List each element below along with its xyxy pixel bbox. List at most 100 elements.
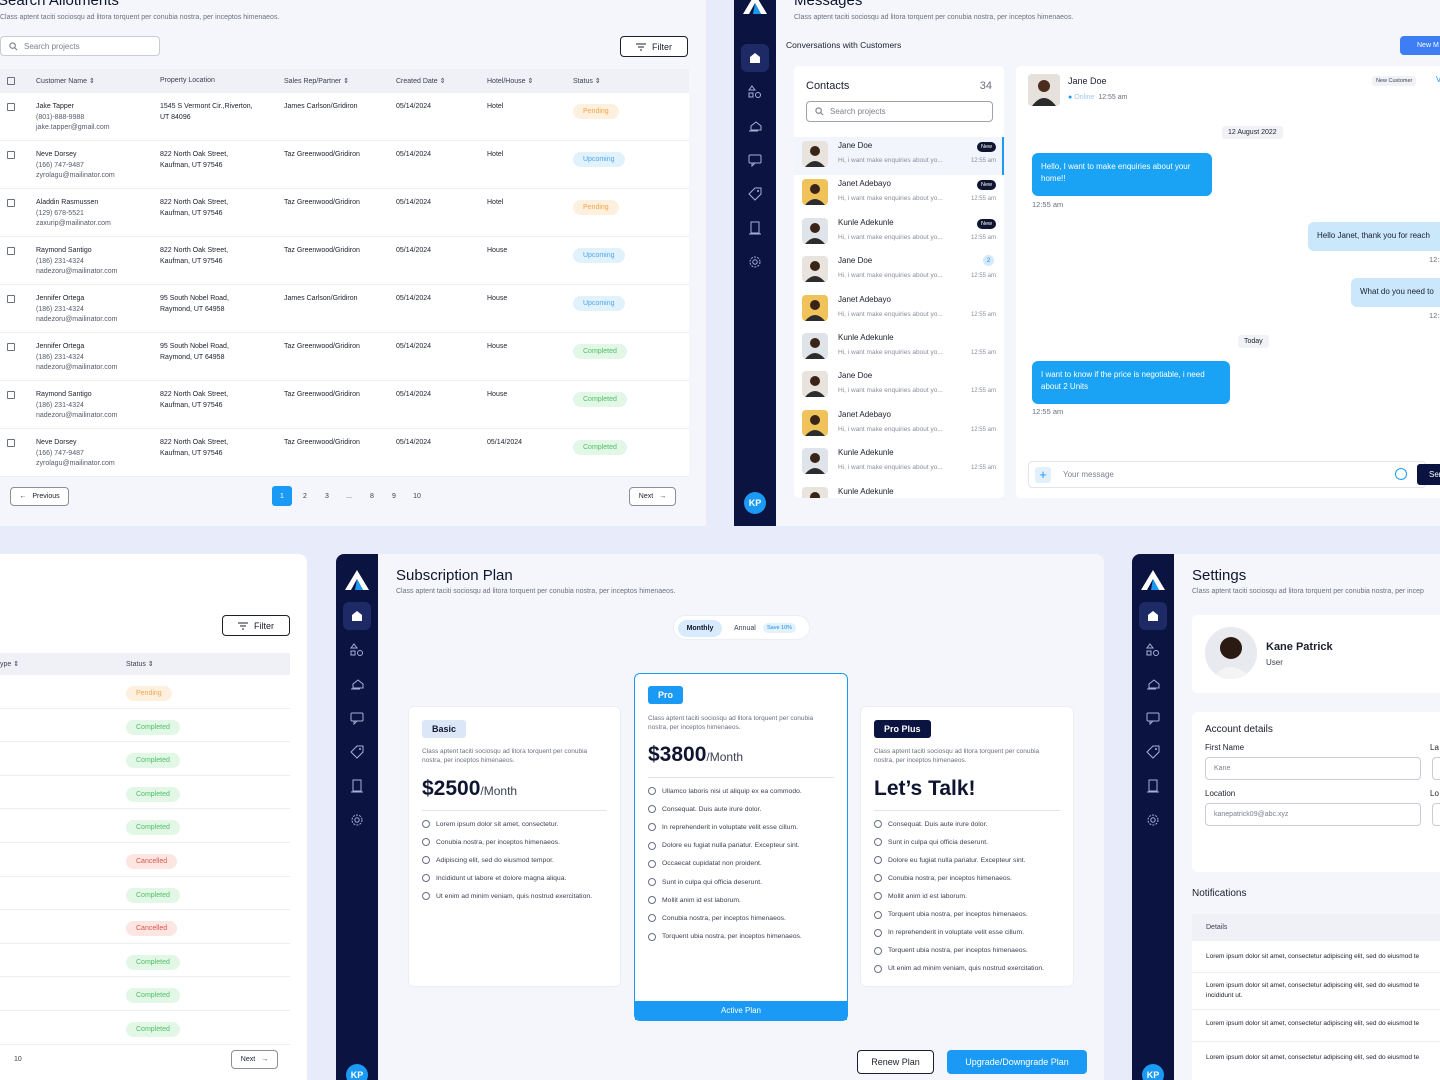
location-field[interactable]: kanepatrick09@abc.xyz xyxy=(1205,803,1421,826)
table-row[interactable]: Cancelled xyxy=(0,910,290,944)
nav-tags[interactable] xyxy=(741,180,769,208)
table-row[interactable]: Raymond Santigo (186) 231-4324 nadezoru@ma… xyxy=(0,237,689,285)
row-checkbox[interactable] xyxy=(7,439,15,447)
page-button[interactable]: ... xyxy=(346,492,352,500)
contact-item[interactable]: Janet Adebayo Hi, i want make enquiries a… xyxy=(802,291,1002,329)
page-button[interactable]: 1 xyxy=(272,486,292,506)
row-checkbox[interactable] xyxy=(7,391,15,399)
search-input[interactable]: Search projects xyxy=(0,36,160,56)
page-button[interactable]: 10 xyxy=(413,492,421,500)
nav-properties[interactable] xyxy=(343,670,371,698)
contact-item[interactable]: Jane Doe Hi, i want make enquiries about … xyxy=(802,137,1002,175)
column-header[interactable]: ype ⇕ xyxy=(0,661,20,668)
row-checkbox[interactable] xyxy=(7,103,15,111)
nav-documents[interactable] xyxy=(741,214,769,242)
upgrade-plan-button[interactable]: Upgrade/Downgrade Plan xyxy=(947,1050,1087,1074)
column-header[interactable]: Created Date ⇕ xyxy=(396,78,446,85)
monthly-option[interactable]: Monthly xyxy=(678,620,722,637)
first-name-field[interactable]: Kane xyxy=(1205,757,1421,780)
nav-messages[interactable] xyxy=(741,146,769,174)
nav-properties[interactable] xyxy=(1139,670,1167,698)
page-button[interactable]: 2 xyxy=(303,492,307,500)
next-button[interactable]: Next → xyxy=(231,1050,278,1069)
contact-item[interactable]: Kunle Adekunle xyxy=(802,483,1002,498)
table-row[interactable]: Jennifer Ortega (186) 231-4324 nadezoru@ma… xyxy=(0,285,689,333)
table-row[interactable]: Completed xyxy=(0,944,290,978)
user-avatar[interactable]: KP xyxy=(744,492,766,514)
page-button[interactable]: 8 xyxy=(370,492,374,500)
table-row[interactable]: Neve Dorsey (166) 747-9487 zyrolagu@mailin… xyxy=(0,429,689,477)
row-checkbox[interactable] xyxy=(7,295,15,303)
select-all-checkbox[interactable] xyxy=(7,77,15,85)
filter-button[interactable]: Filter xyxy=(222,615,290,636)
nav-documents[interactable] xyxy=(343,772,371,800)
contact-search-input[interactable]: Search projects xyxy=(806,101,993,122)
nav-tags[interactable] xyxy=(343,738,371,766)
contact-item[interactable]: Jane Doe Hi, i want make enquiries about … xyxy=(802,252,1002,290)
contact-item[interactable]: Jane Doe Hi, i want make enquiries about … xyxy=(802,367,1002,405)
table-row[interactable]: Completed xyxy=(0,809,290,843)
nav-shapes[interactable] xyxy=(343,636,371,664)
user-avatar[interactable]: KP xyxy=(1142,1064,1164,1080)
row-checkbox[interactable] xyxy=(7,247,15,255)
location2-field[interactable] xyxy=(1432,803,1440,826)
column-header[interactable]: Status ⇕ xyxy=(126,661,154,668)
new-message-button[interactable]: New M xyxy=(1400,36,1440,55)
table-row[interactable]: Neve Dorsey (166) 747-9487 zyrolagu@mailin… xyxy=(0,141,689,189)
contact-item[interactable]: Kunle Adekunle Hi, i want make enquiries … xyxy=(802,444,1002,482)
nav-documents[interactable] xyxy=(1139,772,1167,800)
column-header[interactable]: Status ⇕ xyxy=(573,78,601,85)
contact-item[interactable]: Janet Adebayo Hi, i want make enquiries a… xyxy=(802,175,1002,213)
renew-plan-button[interactable]: Renew Plan xyxy=(857,1050,934,1074)
nav-settings[interactable] xyxy=(741,248,769,276)
nav-settings[interactable] xyxy=(1139,806,1167,834)
table-row[interactable]: Completed xyxy=(0,742,290,776)
table-row[interactable]: Aladdin Rasmussen (129) 678-5521 zaxurip@m… xyxy=(0,189,689,237)
nav-messages[interactable] xyxy=(1139,704,1167,732)
previous-button[interactable]: ← Previous xyxy=(10,487,69,506)
table-row[interactable]: Completed xyxy=(0,877,290,911)
table-row[interactable]: Raymond Santigo (186) 231-4324 nadezoru@ma… xyxy=(0,381,689,429)
column-header[interactable]: Customer Name ⇕ xyxy=(36,78,95,85)
emoji-icon[interactable] xyxy=(1395,468,1407,480)
column-header[interactable]: Property Location xyxy=(160,77,215,84)
table-row[interactable]: Completed xyxy=(0,1011,290,1045)
nav-home[interactable] xyxy=(343,602,371,630)
page-number[interactable]: 10 xyxy=(14,1056,22,1063)
view-link[interactable]: Vi xyxy=(1436,75,1440,84)
page-button[interactable]: 9 xyxy=(392,492,396,500)
table-row[interactable]: Jennifer Ortega (186) 231-4324 nadezoru@ma… xyxy=(0,333,689,381)
table-row[interactable]: Jake Tapper (801)-888-9988 jake.tapper@gma… xyxy=(0,93,689,141)
nav-settings[interactable] xyxy=(343,806,371,834)
table-row[interactable]: Completed xyxy=(0,709,290,743)
column-header[interactable]: Sales Rep/Partner ⇕ xyxy=(284,78,350,85)
row-checkbox[interactable] xyxy=(7,343,15,351)
last-name-field[interactable] xyxy=(1432,757,1440,780)
table-row[interactable]: Cancelled xyxy=(0,843,290,877)
table-row[interactable]: Pending xyxy=(0,675,290,709)
contact-preview: Hi, i want make enquiries about yo... xyxy=(838,157,943,164)
nav-shapes[interactable] xyxy=(1139,636,1167,664)
contact-item[interactable]: Kunle Adekunle Hi, i want make enquiries … xyxy=(802,329,1002,367)
nav-tags[interactable] xyxy=(1139,738,1167,766)
page-button[interactable]: 3 xyxy=(325,492,329,500)
message-input[interactable]: Your message xyxy=(1063,470,1114,479)
filter-button[interactable]: Filter xyxy=(620,36,688,57)
row-checkbox[interactable] xyxy=(7,199,15,207)
table-row[interactable]: Completed xyxy=(0,776,290,810)
nav-properties[interactable] xyxy=(741,112,769,140)
add-attachment-button[interactable]: + xyxy=(1035,467,1051,483)
annual-option[interactable]: Annual xyxy=(734,625,756,632)
user-avatar[interactable]: KP xyxy=(346,1064,368,1080)
contact-item[interactable]: Kunle Adekunle Hi, i want make enquiries … xyxy=(802,214,1002,252)
row-checkbox[interactable] xyxy=(7,151,15,159)
nav-messages[interactable] xyxy=(343,704,371,732)
table-row[interactable]: Completed xyxy=(0,977,290,1011)
column-header[interactable]: Hotel/House ⇕ xyxy=(487,78,534,85)
contact-item[interactable]: Janet Adebayo Hi, i want make enquiries a… xyxy=(802,406,1002,444)
next-button[interactable]: Next → xyxy=(629,487,676,506)
nav-shapes[interactable] xyxy=(741,78,769,106)
send-button[interactable]: Sen xyxy=(1417,464,1440,485)
nav-home[interactable] xyxy=(1139,602,1167,630)
nav-home[interactable] xyxy=(741,44,769,72)
